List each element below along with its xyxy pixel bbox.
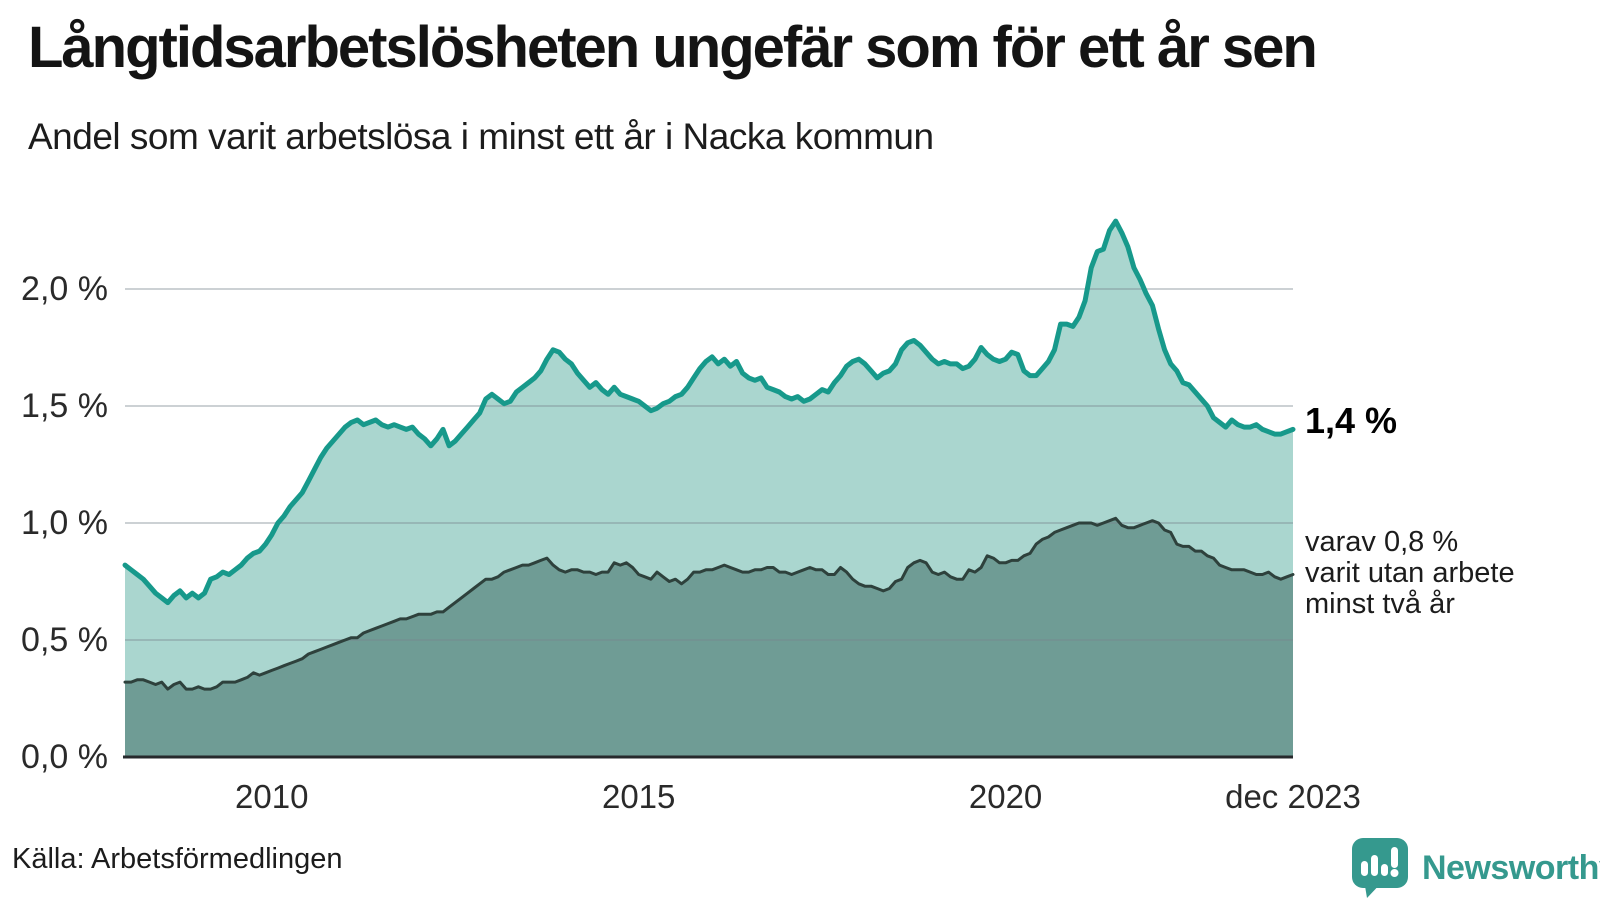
x-axis-tick-label: dec 2023 bbox=[1225, 778, 1361, 815]
y-axis-tick-label: 2,0 % bbox=[21, 270, 108, 308]
y-axis-tick-label: 0,5 % bbox=[21, 621, 108, 659]
source-note: Källa: Arbetsförmedlingen bbox=[12, 843, 343, 875]
subseries-annotation-line1: varav 0,8 % bbox=[1305, 526, 1459, 558]
x-axis-tick-label: 2015 bbox=[601, 778, 676, 815]
x-axis-tick-label: 2020 bbox=[968, 778, 1043, 815]
series-twoyear-line bbox=[123, 516, 1295, 691]
y-axis-tick-label: 1,0 % bbox=[21, 504, 108, 542]
x-axis-tick-label: 2010 bbox=[235, 778, 309, 815]
series-total-line bbox=[122, 218, 1296, 606]
subseries-annotation-line3: minst två år bbox=[1305, 588, 1455, 620]
subseries-annotation: varav 0,8 % varit utan arbete minst två … bbox=[1305, 527, 1515, 620]
series-twoyear-area bbox=[125, 518, 1293, 757]
gridlines bbox=[125, 288, 1293, 641]
page-title: Långtidsarbetslösheten ungefär som för e… bbox=[28, 15, 1318, 80]
newsworthy-logo-text: Newsworthy bbox=[1422, 848, 1600, 887]
chart-subtitle: Andel som varit arbetslösa i minst ett å… bbox=[28, 116, 934, 157]
end-value-label: 1,4 % bbox=[1305, 400, 1398, 441]
subseries-annotation-line2: varit utan arbete bbox=[1305, 557, 1515, 589]
y-axis-tick-label: 1,5 % bbox=[21, 387, 108, 425]
newsworthy-logo: Newsworthy bbox=[1350, 836, 1600, 900]
newsworthy-bubble-chart-icon bbox=[1352, 838, 1408, 898]
y-axis-tick-label: 0,0 % bbox=[21, 738, 108, 776]
